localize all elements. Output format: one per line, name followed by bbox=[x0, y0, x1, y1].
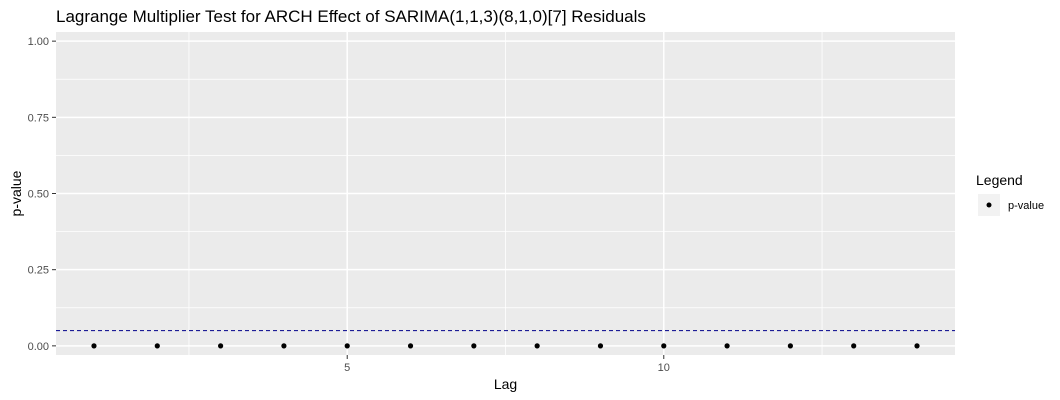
data-point bbox=[344, 343, 350, 349]
data-point bbox=[407, 343, 414, 349]
legend-key-point bbox=[986, 202, 992, 208]
data-point bbox=[281, 343, 287, 349]
data-point bbox=[914, 343, 920, 349]
data-point bbox=[154, 343, 160, 349]
chart-title: Lagrange Multiplier Test for ARCH Effect… bbox=[56, 7, 646, 26]
data-point bbox=[597, 343, 604, 349]
y-axis-ticks: 0.00 0.25 0.50 0.75 1.00 bbox=[28, 36, 56, 353]
data-point bbox=[218, 343, 224, 349]
x-axis-ticks: 5 10 bbox=[344, 355, 670, 374]
y-tick-label: 1.00 bbox=[28, 36, 49, 48]
x-tick-label: 5 bbox=[344, 362, 350, 374]
y-tick-label: 0.75 bbox=[28, 112, 49, 124]
legend-entry-label: p-value bbox=[1008, 200, 1044, 212]
legend: Legend p-value bbox=[976, 172, 1044, 216]
y-tick-label: 0.00 bbox=[28, 341, 49, 353]
data-point bbox=[91, 343, 97, 349]
data-point bbox=[851, 343, 857, 349]
data-point bbox=[661, 343, 667, 349]
data-point bbox=[724, 343, 730, 349]
y-tick-label: 0.25 bbox=[28, 265, 49, 277]
data-point bbox=[471, 343, 477, 349]
legend-title: Legend bbox=[976, 172, 1023, 188]
y-axis-title: p-value bbox=[8, 170, 24, 216]
y-tick-label: 0.50 bbox=[28, 189, 49, 201]
x-axis-title: Lag bbox=[494, 376, 517, 392]
major-gridlines bbox=[56, 32, 955, 355]
data-point bbox=[534, 343, 540, 349]
data-point bbox=[787, 343, 793, 349]
data-points bbox=[91, 343, 920, 349]
x-tick-label: 10 bbox=[658, 362, 670, 374]
